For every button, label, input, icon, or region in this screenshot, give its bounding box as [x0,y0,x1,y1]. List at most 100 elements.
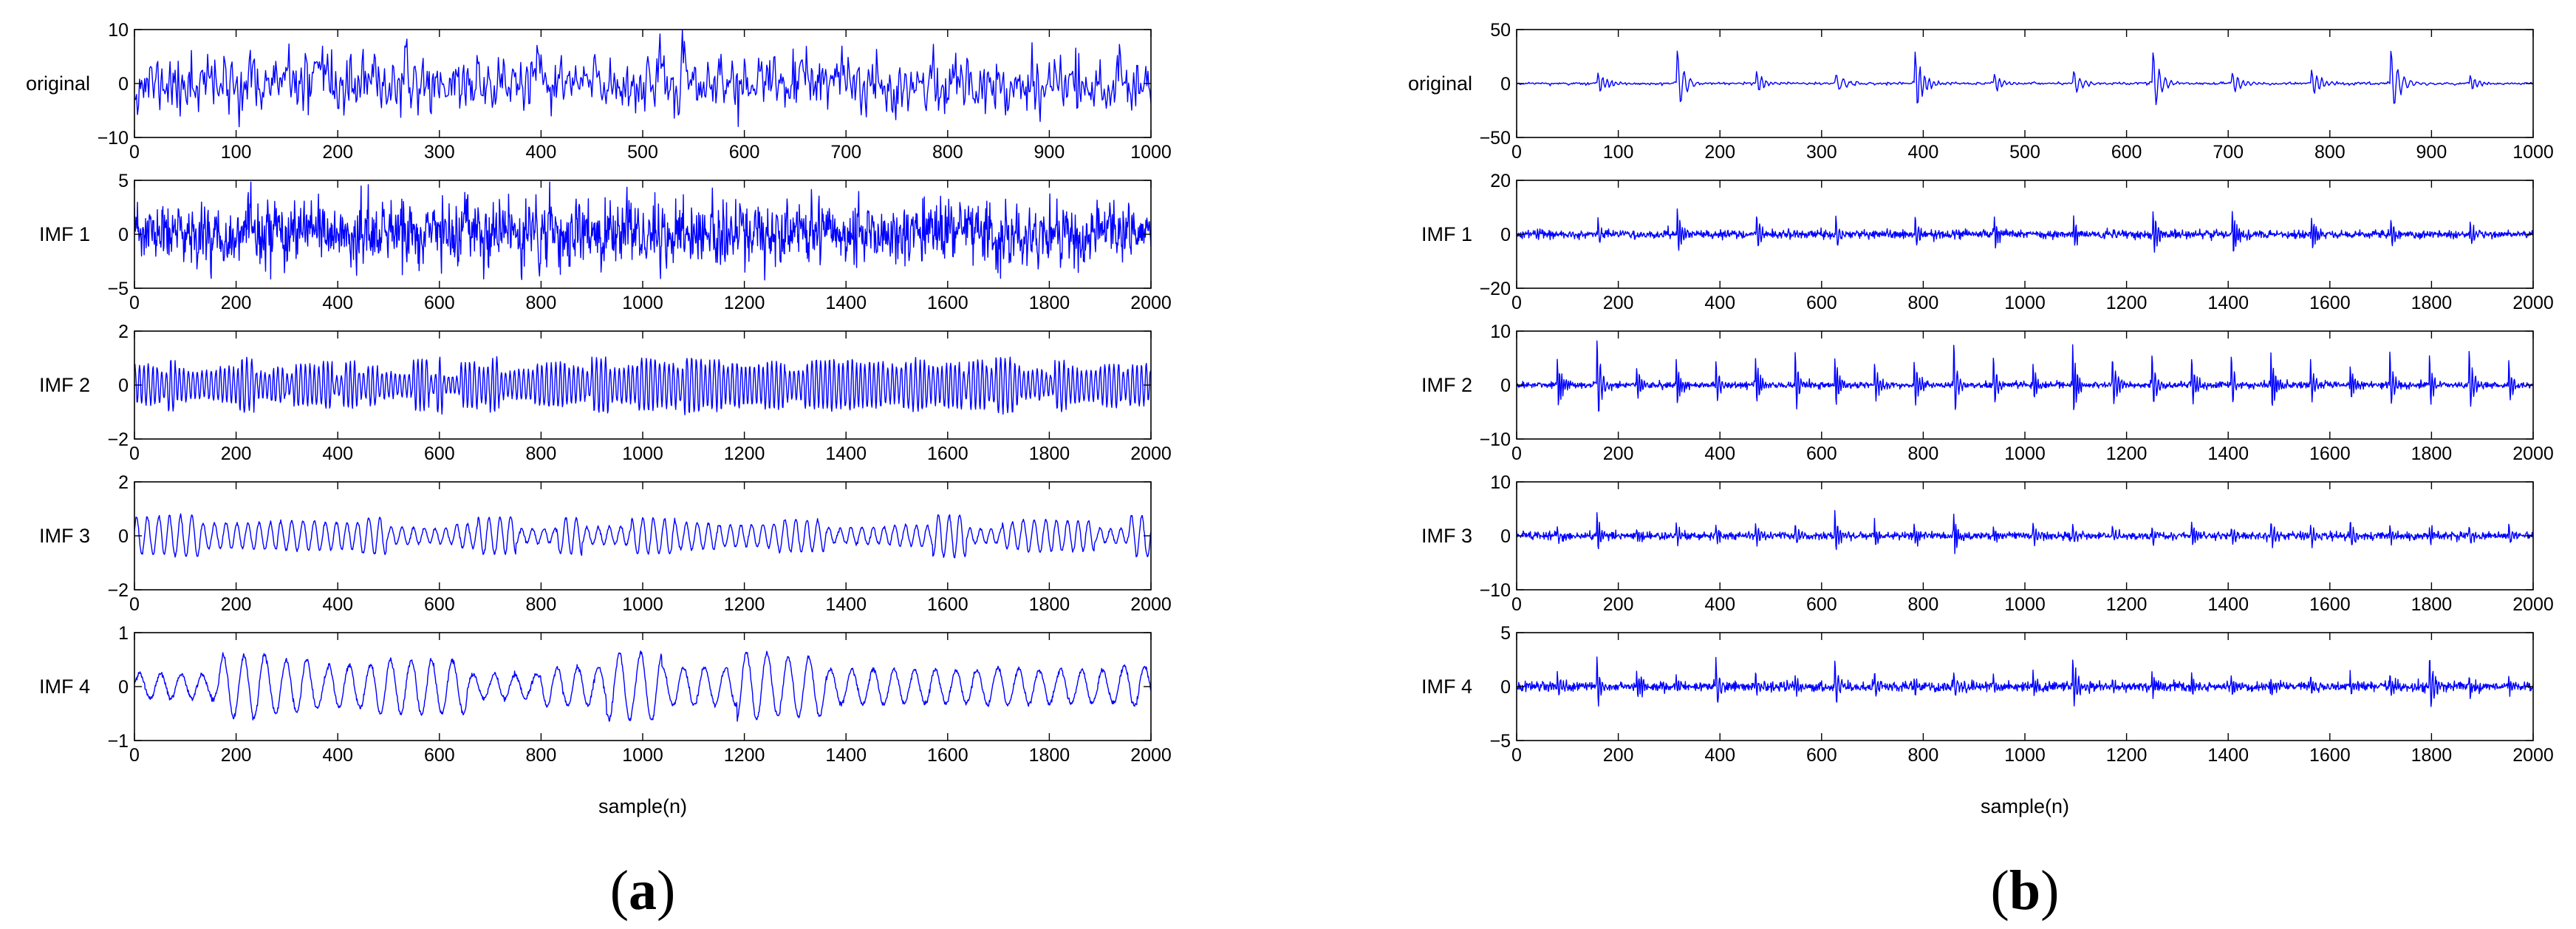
x-tick-label: 400 [1704,745,1735,766]
subplot-original: 0 100 200 300 400 500 600 700 800 900 1000−10010or… [26,20,1172,163]
x-tick-label: 800 [1908,443,1939,464]
x-tick-label: 800 [526,745,557,766]
x-tick-label: 2000 [2512,443,2554,464]
y-tick-label: 0 [1500,225,1511,245]
x-tick-label: 1400 [825,293,867,313]
x-tick-label: 1400 [2207,745,2249,766]
x-tick-label: 1800 [2411,293,2453,313]
x-tick-label: 1200 [724,293,765,313]
x-tick-label: 200 [322,142,353,163]
x-tick-label: 400 [322,443,353,464]
x-tick-label: 2000 [1130,594,1172,615]
subplot-imf-4: 0 200 400 600 800 1000 1200 1400 1600 1800 2000−10… [39,623,1172,766]
x-tick-label: 1200 [2106,443,2148,464]
subplot-imf-1: 0 200 400 600 800 1000 1200 1400 1600 1800 2000−20… [1421,171,2554,313]
series-label: IMF 2 [1421,374,1472,396]
x-tick-label: 1000 [1130,142,1172,163]
x-tick-label: 1400 [825,594,867,615]
x-tick-label: 600 [1806,293,1837,313]
x-tick-label: 900 [1034,142,1065,163]
x-tick-label: 1000 [2004,745,2046,766]
x-tick-label: 600 [1806,745,1837,766]
y-tick-label: 0 [118,677,129,698]
y-tick-label: 0 [1500,526,1511,547]
x-tick-label: 600 [2111,142,2142,163]
x-tick-label: 2000 [1130,293,1172,313]
y-tick-label: 0 [118,526,129,547]
x-tick-label: 1000 [622,293,663,313]
y-tick-label: 0 [118,375,129,396]
x-tick-label: 600 [1806,443,1837,464]
x-tick-label: 1000 [622,594,663,615]
x-tick-label: 0 [129,745,140,766]
x-tick-label: 1000 [622,443,663,464]
x-tick-label: 700 [830,142,861,163]
y-tick-label: 0 [118,225,129,245]
x-tick-label: 1600 [2309,443,2351,464]
x-tick-label: 1600 [927,594,968,615]
x-tick-label: 600 [424,594,455,615]
x-tick-label: 1600 [927,443,968,464]
x-tick-label: 400 [1908,142,1939,163]
series-label: IMF 3 [1421,525,1472,547]
y-tick-label: −20 [1480,279,1511,299]
series-line [134,513,1151,559]
x-tick-label: 200 [221,745,252,766]
x-tick-label: 800 [2314,142,2346,163]
x-tick-label: 400 [526,142,557,163]
x-tick-label: 1200 [724,745,765,766]
x-tick-label: 1000 [2512,142,2554,163]
series-line [1517,208,2533,253]
x-tick-label: 200 [221,443,252,464]
x-tick-label: 1800 [2411,594,2453,615]
subplot-imf-3: 0 200 400 600 800 1000 1200 1400 1600 1800 2000 −10… [1421,472,2554,615]
x-tick-label: 1400 [825,745,867,766]
series-line [1517,50,2533,106]
x-tick-label: 1400 [2207,443,2249,464]
y-tick-label: −5 [1489,731,1511,752]
x-tick-label: 0 [1511,594,1522,615]
x-tick-label: 800 [526,443,557,464]
x-tick-label: 1200 [2106,594,2148,615]
series-label: IMF 4 [39,676,90,698]
x-tick-label: 200 [221,594,252,615]
y-tick-label: 0 [1500,375,1511,396]
subplot-imf-3: 0 200 400 600 800 1000 1200 1400 1600 1800 2000−20… [39,472,1172,615]
series-line [1517,340,2533,412]
x-axis-label: sample(n) [1981,795,2069,817]
y-tick-label: −5 [107,279,129,299]
series-label: IMF 4 [1421,676,1472,698]
y-tick-label: 5 [1500,623,1511,644]
x-tick-label: 600 [1806,594,1837,615]
x-tick-label: 400 [322,745,353,766]
x-tick-label: 200 [1603,443,1634,464]
x-tick-label: 200 [1603,293,1634,313]
x-tick-label: 1800 [1029,594,1070,615]
y-tick-label: 1 [118,623,129,644]
x-tick-label: 200 [1603,594,1634,615]
x-tick-label: 400 [1704,293,1735,313]
axes-frame [134,29,1152,138]
x-tick-label: 300 [424,142,455,163]
series-label: original [26,72,90,95]
series-label: IMF 2 [39,374,90,396]
x-tick-label: 100 [1603,142,1634,163]
x-tick-label: 1200 [724,443,765,464]
x-tick-label: 2000 [2512,745,2554,766]
x-tick-label: 1400 [825,443,867,464]
x-tick-label: 0 [1511,142,1522,163]
x-tick-label: 1000 [622,745,663,766]
series-line [134,355,1151,415]
subplot-original: 0 100 200 300 400 500 600 700 800 900 1000−50050or… [1408,20,2554,163]
y-tick-label: 50 [1490,20,1511,41]
x-tick-label: 1200 [724,594,765,615]
x-tick-label: 200 [221,293,252,313]
y-tick-label: 0 [1500,74,1511,95]
series-label: original [1408,72,1472,95]
x-tick-label: 500 [2009,142,2040,163]
x-tick-label: 400 [1704,443,1735,464]
series-label: IMF 1 [39,223,90,245]
x-tick-label: 0 [1511,443,1522,464]
x-tick-label: 1000 [2004,594,2046,615]
